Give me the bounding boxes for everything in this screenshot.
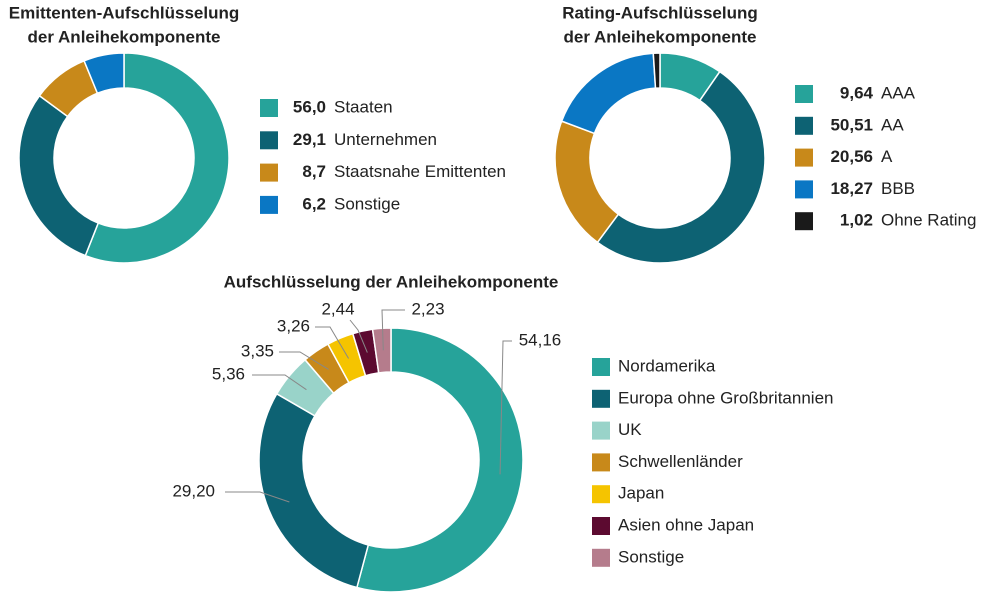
data-label: 3,35	[241, 341, 274, 360]
legend-label: Sonstige	[334, 194, 400, 213]
donut-segment	[371, 327, 392, 374]
leader-line	[252, 374, 307, 391]
legend-label: Schwellenländer	[618, 452, 743, 471]
legend-swatch	[260, 195, 278, 214]
legend-swatch	[592, 517, 610, 535]
legend-label: Staatsnahe Emittenten	[334, 162, 506, 181]
donut-segment	[83, 52, 125, 95]
donut-segment	[84, 52, 230, 264]
data-label: 3,26	[277, 316, 310, 335]
leader-line	[279, 351, 329, 370]
legend-label: Nordamerika	[618, 356, 716, 375]
donut-segment	[560, 52, 657, 135]
legend-label: Japan	[618, 484, 664, 503]
legend-value: 8,7	[302, 162, 326, 181]
donut-segment	[596, 70, 766, 264]
legend-label: UK	[618, 420, 642, 439]
legend-value: 18,27	[830, 179, 873, 198]
legend-label: A	[881, 147, 893, 166]
leader-line	[315, 326, 350, 359]
donut-segment	[258, 392, 370, 589]
legend-swatch	[260, 99, 278, 117]
data-label: 2,23	[411, 299, 444, 318]
donut-segment	[355, 327, 524, 593]
legend-label: Asien ohne Japan	[618, 515, 754, 534]
legend-label: Sonstige	[618, 547, 684, 566]
legend-value: 6,2	[302, 194, 326, 213]
legend-swatch	[592, 485, 610, 504]
legend-swatch	[795, 180, 813, 199]
leader-line	[349, 319, 368, 353]
data-label: 2,44	[321, 299, 354, 318]
data-label: 29,20	[172, 481, 215, 500]
donut-segment	[554, 120, 620, 244]
legend-label: Europa ohne Großbritannien	[618, 388, 833, 407]
legend-label: Unternehmen	[334, 130, 437, 149]
leader-line	[499, 340, 512, 475]
legend-swatch	[795, 116, 813, 135]
legend-label: AA	[881, 115, 904, 134]
legend-value: 56,0	[293, 97, 326, 116]
legend-label: AAA	[881, 83, 916, 102]
legend-value: 9,64	[840, 83, 874, 102]
chart-title: der Anleihekomponente	[563, 27, 756, 46]
legend-swatch	[795, 148, 813, 167]
legend-swatch	[260, 131, 278, 150]
legend-value: 29,1	[293, 130, 326, 149]
leader-line	[381, 309, 405, 351]
legend-label: Staaten	[334, 97, 393, 116]
chart-title: der Anleihekomponente	[27, 27, 220, 46]
data-label: 54,16	[519, 330, 562, 349]
legend-swatch	[592, 548, 610, 567]
legend-swatch	[592, 389, 610, 408]
donut-segment	[652, 52, 661, 89]
legend-swatch	[260, 163, 278, 182]
legend-swatch	[592, 453, 610, 472]
legend-value: 20,56	[830, 147, 873, 166]
legend-swatch	[592, 421, 610, 440]
legend-swatch	[795, 85, 813, 103]
chart-title: Aufschlüsselung der Anleihekomponente	[224, 272, 559, 291]
chart-title: Emittenten-Aufschlüsselung	[9, 3, 239, 22]
chart-title: Rating-Aufschlüsselung	[562, 3, 758, 22]
data-label: 5,36	[212, 364, 245, 383]
donut-segment	[18, 94, 100, 257]
legend-label: Ohne Rating	[881, 211, 976, 230]
legend-label: BBB	[881, 179, 915, 198]
legend-value: 1,02	[840, 211, 873, 230]
legend-swatch	[795, 212, 813, 231]
leader-line	[225, 491, 290, 503]
legend-swatch	[592, 358, 610, 376]
legend-value: 50,51	[830, 115, 873, 134]
